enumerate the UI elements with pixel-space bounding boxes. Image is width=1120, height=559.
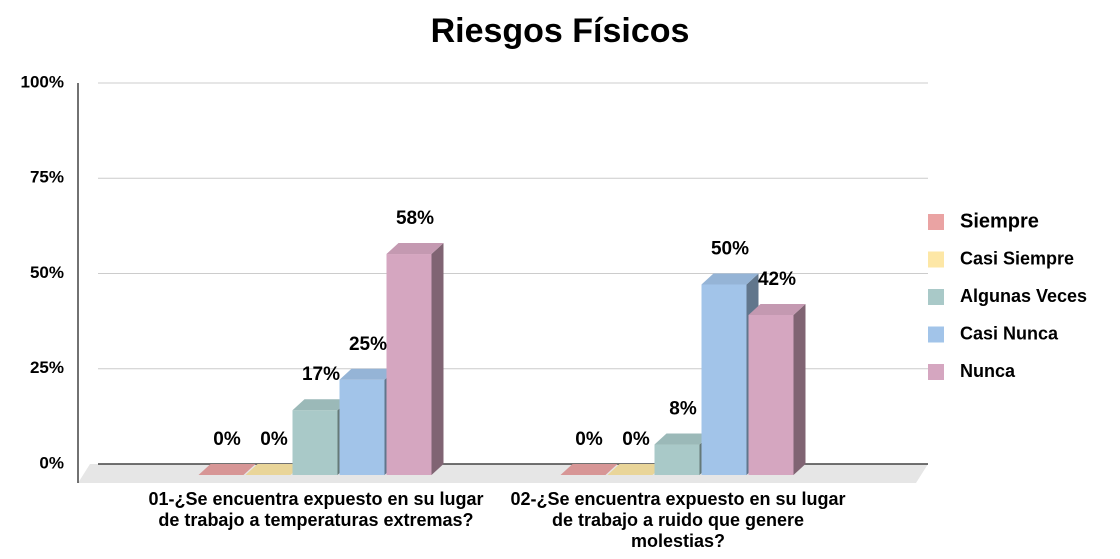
bar-top [654, 433, 712, 445]
x-tick-label: 02-¿Se encuentra expuesto en su lugar de… [510, 489, 846, 551]
bar-top [386, 243, 444, 255]
bar-front [292, 410, 338, 475]
legend-label: Siempre [960, 210, 1039, 232]
bar [386, 243, 444, 475]
legend-label: Nunca [960, 361, 1016, 381]
y-tick-label: 75% [30, 168, 64, 187]
bar-top [701, 273, 759, 285]
data-label: 42% [758, 269, 796, 290]
bar [607, 464, 665, 475]
data-label: 0% [622, 429, 650, 450]
bar-top [245, 464, 303, 475]
legend-swatch [928, 364, 944, 380]
bar-side [431, 243, 444, 475]
data-label: 50% [711, 239, 749, 260]
y-tick-label: 50% [30, 263, 64, 282]
legend-label: Algunas Veces [960, 286, 1087, 306]
bar-top [748, 303, 806, 315]
bar-top [198, 464, 256, 475]
data-label: 25% [349, 334, 387, 355]
bar-top [607, 464, 665, 475]
data-label: 17% [302, 364, 340, 385]
y-tick-label: 100% [21, 72, 64, 91]
legend-swatch [928, 214, 944, 230]
bar-front [654, 444, 700, 475]
bar-side [793, 303, 806, 475]
data-label: 0% [213, 429, 241, 450]
bar [198, 464, 256, 475]
data-label: 0% [575, 429, 603, 450]
bar-front [701, 284, 747, 475]
x-tick-label: 01-¿Se encuentra expuesto en su lugar de… [148, 489, 484, 530]
legend-label: Casi Siempre [960, 248, 1074, 268]
bar [245, 464, 303, 475]
legend-label: Casi Nunca [960, 323, 1059, 343]
data-label: 0% [260, 429, 288, 450]
bar-front [748, 314, 794, 475]
chart-title: Riesgos Físicos [431, 12, 690, 50]
bar [560, 464, 618, 475]
legend-swatch [928, 289, 944, 305]
bar-top [560, 464, 618, 475]
bar [748, 303, 806, 475]
bar-top [339, 368, 397, 380]
legend-swatch [928, 251, 944, 268]
y-tick-label: 25% [30, 358, 64, 377]
bar-top [292, 399, 350, 411]
legend-swatch [928, 326, 944, 343]
bar-front [386, 254, 432, 475]
bar-front [339, 379, 385, 475]
data-label: 8% [669, 399, 697, 420]
data-label: 58% [396, 208, 434, 229]
y-tick-label: 0% [39, 453, 64, 472]
